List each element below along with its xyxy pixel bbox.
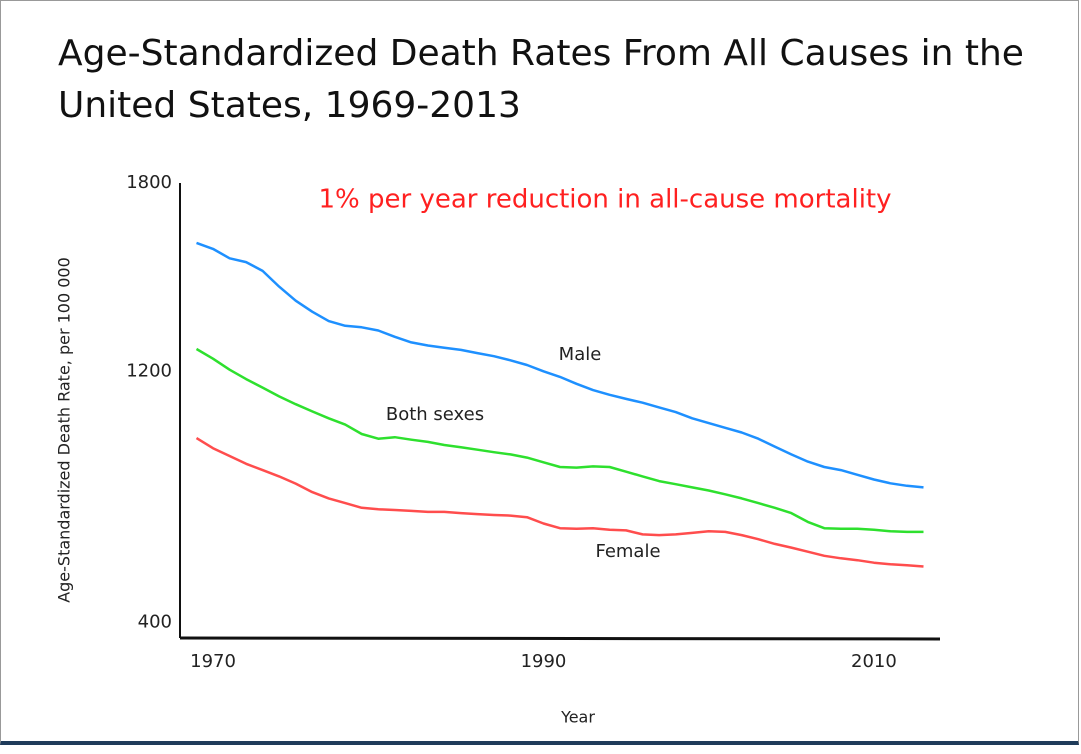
y-tick-label: 1800 (126, 172, 172, 193)
x-axis-label: Year (560, 708, 595, 727)
series-line (195, 347, 924, 534)
series-label: Female (595, 541, 660, 562)
chart-title: Age-Standardized Death Rates From All Ca… (58, 33, 1024, 126)
series-line (195, 437, 924, 568)
y-tick-label: 1200 (126, 360, 172, 381)
x-axis (179, 636, 941, 641)
series-label: Male (559, 344, 602, 365)
x-tick-label: 1970 (190, 651, 236, 672)
annotation: 1% per year reduction in all-cause morta… (318, 185, 891, 215)
x-tick-label: 1990 (521, 651, 567, 672)
y-axis-label: Age-Standardized Death Rate, per 100 000 (55, 257, 74, 603)
series-line (196, 241, 924, 489)
series-label: Both sexes (386, 404, 484, 425)
x-tick-label: 2010 (851, 651, 897, 672)
y-tick-label: 400 (138, 611, 172, 632)
